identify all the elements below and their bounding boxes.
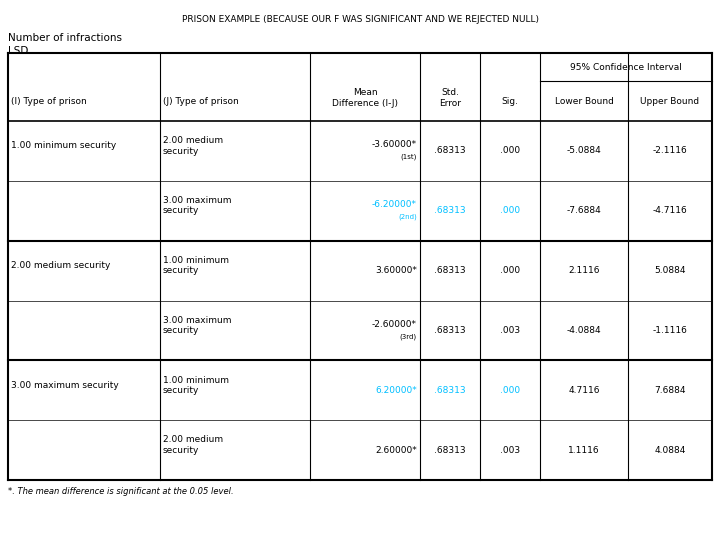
Text: .000: .000 [500,206,520,215]
Text: -1.1116: -1.1116 [652,326,688,335]
Text: .68313: .68313 [434,326,466,335]
Text: 5.0884: 5.0884 [654,266,685,275]
Text: -6.20000*: -6.20000* [372,200,417,209]
Text: 1.00 minimum
security: 1.00 minimum security [163,375,229,395]
Text: 3.00 maximum
security: 3.00 maximum security [163,316,232,335]
Text: 95% Confidence Interval: 95% Confidence Interval [570,63,682,71]
Text: 3.00 maximum
security: 3.00 maximum security [163,196,232,215]
Text: Upper Bound: Upper Bound [640,97,700,105]
Text: Number of infractions: Number of infractions [8,33,122,43]
Text: 4.7116: 4.7116 [568,386,600,395]
Text: 2.1116: 2.1116 [568,266,600,275]
Text: 2.60000*: 2.60000* [375,446,417,455]
Text: .68313: .68313 [434,386,466,395]
Text: .000: .000 [500,266,520,275]
Text: 2.00 medium
security: 2.00 medium security [163,435,223,455]
Text: -2.1116: -2.1116 [652,146,688,156]
Text: -5.0884: -5.0884 [567,146,601,156]
Text: *. The mean difference is significant at the 0.05 level.: *. The mean difference is significant at… [8,488,233,496]
Text: 7.6884: 7.6884 [654,386,685,395]
Text: .003: .003 [500,446,520,455]
Text: Mean
Difference (I-J): Mean Difference (I-J) [332,89,398,107]
Text: 2.00 medium
security: 2.00 medium security [163,136,223,156]
Text: PRISON EXAMPLE (BECAUSE OUR F WAS SIGNIFICANT AND WE REJECTED NULL): PRISON EXAMPLE (BECAUSE OUR F WAS SIGNIF… [181,15,539,24]
Text: 2.00 medium security: 2.00 medium security [11,261,110,270]
Text: Lower Bound: Lower Bound [554,97,613,105]
Text: .68313: .68313 [434,206,466,215]
Text: Std.
Error: Std. Error [439,89,461,107]
Text: .68313: .68313 [434,146,466,156]
Text: 6.20000*: 6.20000* [375,386,417,395]
Text: 4.0884: 4.0884 [654,446,685,455]
Text: (2nd): (2nd) [398,213,417,220]
Text: -2.60000*: -2.60000* [372,320,417,329]
Text: 1.00 minimum security: 1.00 minimum security [11,141,116,151]
Text: (J) Type of prison: (J) Type of prison [163,97,239,105]
Text: .000: .000 [500,386,520,395]
Text: (I) Type of prison: (I) Type of prison [11,97,86,105]
Text: -4.0884: -4.0884 [567,326,601,335]
Text: Sig.: Sig. [502,97,518,105]
Text: .68313: .68313 [434,446,466,455]
Text: (1st): (1st) [400,154,417,160]
Text: -7.6884: -7.6884 [567,206,601,215]
Text: 1.1116: 1.1116 [568,446,600,455]
Text: 3.00 maximum security: 3.00 maximum security [11,381,119,390]
Text: LSD: LSD [8,46,28,56]
Text: (3rd): (3rd) [400,333,417,340]
Text: 1.00 minimum
security: 1.00 minimum security [163,256,229,275]
Text: .68313: .68313 [434,266,466,275]
Text: .003: .003 [500,326,520,335]
Text: .000: .000 [500,146,520,156]
Text: -3.60000*: -3.60000* [372,140,417,150]
Text: -4.7116: -4.7116 [652,206,688,215]
Text: 3.60000*: 3.60000* [375,266,417,275]
